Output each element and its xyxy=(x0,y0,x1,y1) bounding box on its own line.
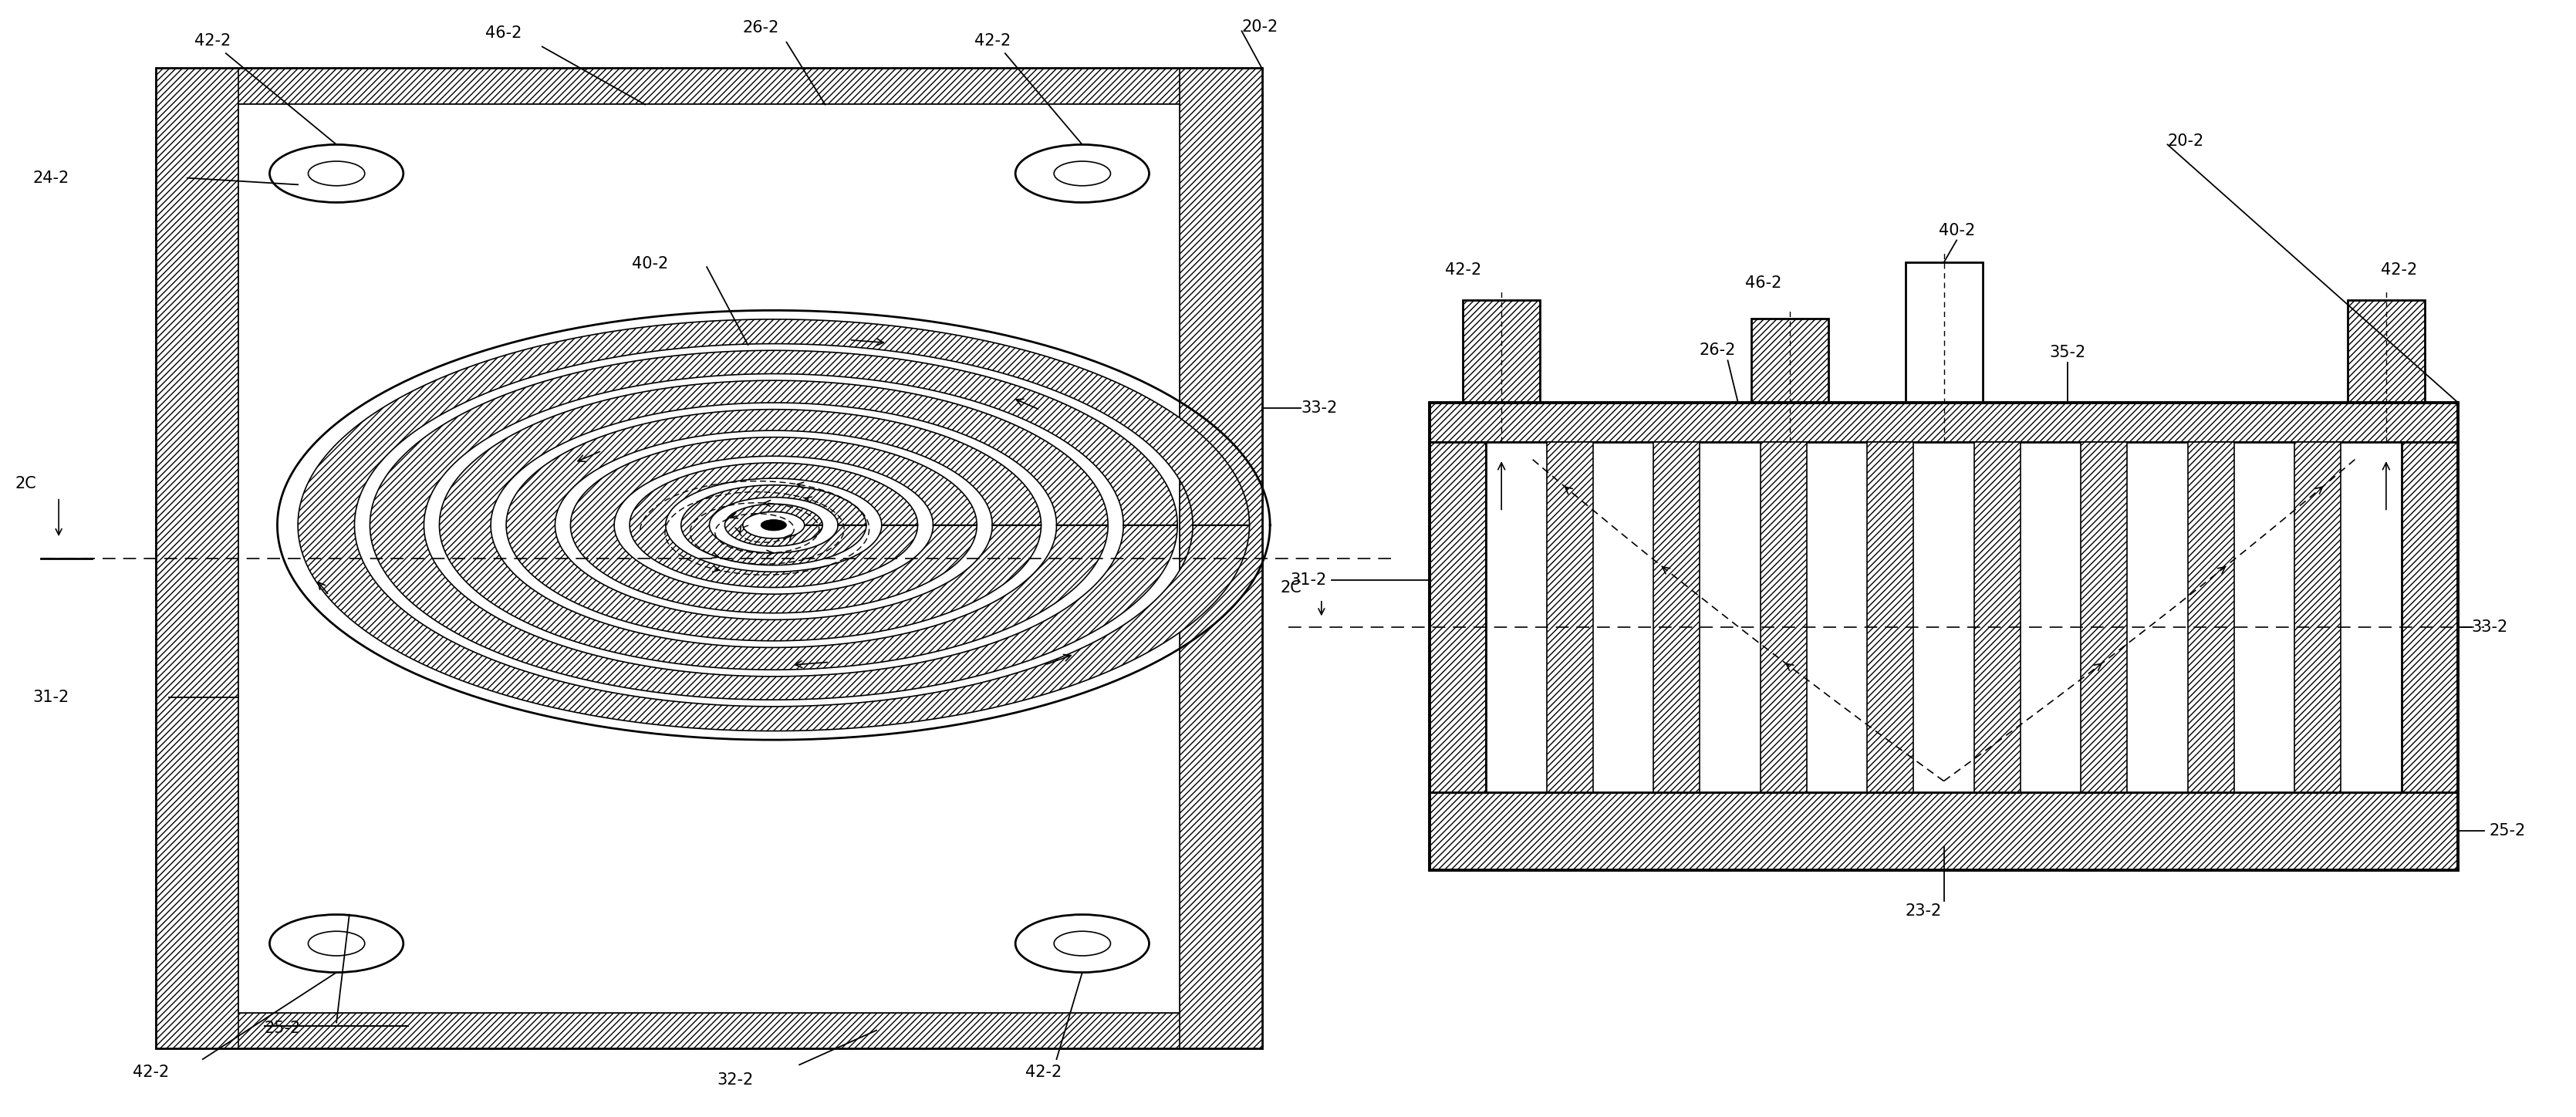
Polygon shape xyxy=(1486,441,2401,792)
Text: 31-2: 31-2 xyxy=(1291,573,1327,588)
Text: 2C: 2C xyxy=(1280,581,1301,595)
Text: 42-2: 42-2 xyxy=(1445,262,1481,278)
Text: 42-2: 42-2 xyxy=(2380,262,2416,278)
Text: 40-2: 40-2 xyxy=(1937,222,1976,238)
Text: 26-2: 26-2 xyxy=(1700,343,1736,359)
Polygon shape xyxy=(724,504,822,546)
Text: 42-2: 42-2 xyxy=(974,34,1010,49)
Polygon shape xyxy=(440,381,1108,670)
Polygon shape xyxy=(157,1012,1262,1048)
Circle shape xyxy=(1054,161,1110,185)
Polygon shape xyxy=(569,437,976,613)
Text: 40-2: 40-2 xyxy=(631,256,670,271)
Polygon shape xyxy=(240,105,1180,1012)
Circle shape xyxy=(1015,144,1149,202)
Text: 32-2: 32-2 xyxy=(716,1072,752,1088)
Text: 23-2: 23-2 xyxy=(1906,904,1942,919)
Polygon shape xyxy=(1759,441,1806,792)
Circle shape xyxy=(270,915,404,973)
Polygon shape xyxy=(1430,792,2458,870)
Text: 26-2: 26-2 xyxy=(742,20,778,36)
Polygon shape xyxy=(507,410,1041,641)
Text: 33-2: 33-2 xyxy=(2470,619,2506,634)
Circle shape xyxy=(1015,915,1149,973)
Circle shape xyxy=(1054,932,1110,956)
Polygon shape xyxy=(1180,69,1262,1048)
Polygon shape xyxy=(299,319,1249,731)
Polygon shape xyxy=(1546,441,1592,792)
Polygon shape xyxy=(1430,441,1486,792)
Polygon shape xyxy=(2295,441,2342,792)
Polygon shape xyxy=(1752,318,1829,403)
Text: 25-2: 25-2 xyxy=(2488,823,2524,839)
Polygon shape xyxy=(629,462,917,588)
Text: 2C: 2C xyxy=(15,476,36,491)
Polygon shape xyxy=(1973,441,2020,792)
Polygon shape xyxy=(680,485,866,565)
Polygon shape xyxy=(1906,262,1984,403)
Text: 33-2: 33-2 xyxy=(1301,401,1337,416)
Polygon shape xyxy=(1868,441,1914,792)
Circle shape xyxy=(270,144,404,202)
Polygon shape xyxy=(157,69,1262,105)
Text: 46-2: 46-2 xyxy=(484,26,523,41)
Text: 31-2: 31-2 xyxy=(33,690,70,705)
Polygon shape xyxy=(2347,299,2424,403)
Polygon shape xyxy=(157,69,240,1048)
Polygon shape xyxy=(371,351,1177,700)
Text: 42-2: 42-2 xyxy=(196,34,232,49)
Text: 42-2: 42-2 xyxy=(134,1065,170,1080)
Text: 24-2: 24-2 xyxy=(33,170,70,185)
Polygon shape xyxy=(2187,441,2233,792)
Text: 20-2: 20-2 xyxy=(1242,19,1278,35)
Circle shape xyxy=(309,161,366,185)
Text: 25-2: 25-2 xyxy=(265,1020,301,1035)
Polygon shape xyxy=(1430,403,2458,441)
Text: 35-2: 35-2 xyxy=(2048,345,2087,361)
Text: 46-2: 46-2 xyxy=(1747,276,1783,290)
Circle shape xyxy=(309,932,366,956)
Text: 20-2: 20-2 xyxy=(2166,134,2205,149)
Polygon shape xyxy=(1463,299,1540,403)
Polygon shape xyxy=(2081,441,2128,792)
Polygon shape xyxy=(2401,441,2458,792)
Text: 42-2: 42-2 xyxy=(1025,1065,1061,1080)
Polygon shape xyxy=(1654,441,1700,792)
Circle shape xyxy=(742,512,804,538)
Circle shape xyxy=(760,519,786,531)
